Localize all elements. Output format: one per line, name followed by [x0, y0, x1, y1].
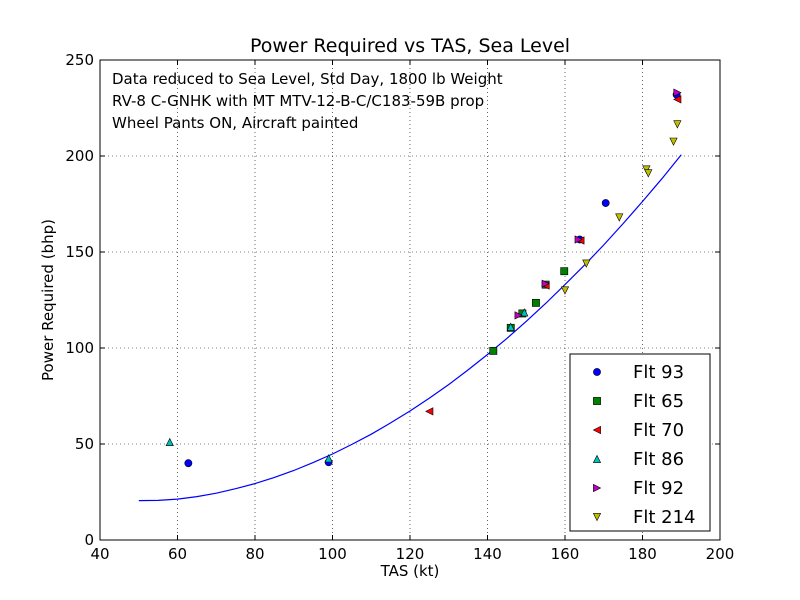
flt-93-data-point: [184, 459, 193, 468]
legend-label-flt-65: Flt 65: [633, 391, 684, 412]
flt-65-data-point: [489, 346, 498, 355]
legend-label-flt-86: Flt 86: [633, 449, 684, 470]
flt-214-data-point: [673, 120, 682, 129]
legend: Flt 93 Flt 65 Flt 70 Flt 86 Flt 92 Flt 214: [569, 353, 711, 532]
axis-ticks: 40 60 80 100 120 140 160 180 200 0 50 100 150 200 250: [65, 51, 734, 563]
y-tick-label: 0: [84, 531, 94, 549]
chart-title: Power Required vs TAS, Sea Level: [250, 35, 570, 57]
flt-70-data-point: [673, 95, 682, 104]
x-tick-label: 60: [168, 545, 187, 563]
flt-65-data-point: [532, 298, 540, 307]
flt-86-data-point: [324, 454, 333, 463]
annotation-line: Data reduced to Sea Level, Std Day, 1800…: [112, 70, 503, 88]
y-tick-label: 50: [75, 435, 94, 453]
flt-92-data-point: [574, 235, 583, 244]
flt-86-data-point: [506, 322, 515, 331]
y-tick-label: 100: [65, 339, 94, 357]
x-tick-label: 100: [318, 545, 347, 563]
legend-marker-flt-86: [592, 454, 602, 463]
y-tick-label: 150: [65, 243, 94, 261]
legend-label-flt-92: Flt 92: [633, 478, 684, 499]
flt-92-data-point: [673, 88, 682, 97]
x-tick-label: 120: [396, 545, 425, 563]
flt-86-data-point: [520, 308, 529, 317]
flt-214-data-point: [582, 259, 591, 268]
y-tick-label: 250: [65, 51, 94, 69]
flt-93-data-point: [601, 199, 610, 207]
x-tick-label: 80: [245, 545, 264, 563]
flt-70-data-point: [425, 407, 434, 416]
flt-92-data-point: [514, 311, 523, 320]
legend-marker-flt-214: [592, 513, 602, 522]
legend-label-flt-214: Flt 214: [633, 507, 696, 528]
flt-86-data-point: [165, 437, 174, 446]
x-tick-label: 200: [706, 545, 735, 563]
flt-214-data-point: [560, 286, 570, 295]
flt-214-data-point: [669, 137, 678, 146]
x-tick-label: 180: [628, 545, 657, 563]
data-points: [165, 88, 682, 468]
legend-marker-flt-93: [593, 368, 601, 376]
legend-label-flt-70: Flt 70: [633, 420, 684, 441]
flt-214-data-point: [615, 213, 624, 222]
legend-box: [569, 353, 711, 532]
fit-curve-line: [138, 154, 682, 502]
x-tick-label: 160: [551, 545, 580, 563]
y-axis-label: Power Required (bhp): [39, 219, 57, 381]
annotation-line: RV-8 C-GNHK with MT MTV-12-B-C/C183-59B …: [112, 92, 484, 110]
x-tick-label: 140: [473, 545, 502, 563]
x-axis-label: TAS (kt): [380, 562, 440, 580]
legend-marker-flt-70: [592, 425, 601, 435]
legend-label-flt-93: Flt 93: [633, 362, 684, 383]
annotation-block: Data reduced to Sea Level, Std Day, 1800…: [112, 70, 503, 132]
annotation-line: Wheel Pants ON, Aircraft painted: [112, 114, 358, 132]
legend-marker-flt-92: [593, 483, 602, 493]
flt-214-data-point: [644, 169, 653, 178]
flt-92-data-point: [541, 279, 550, 288]
y-tick-label: 200: [65, 147, 94, 165]
flt-65-data-point: [560, 267, 569, 276]
legend-marker-flt-65: [593, 397, 601, 405]
x-tick-label: 40: [90, 545, 109, 563]
